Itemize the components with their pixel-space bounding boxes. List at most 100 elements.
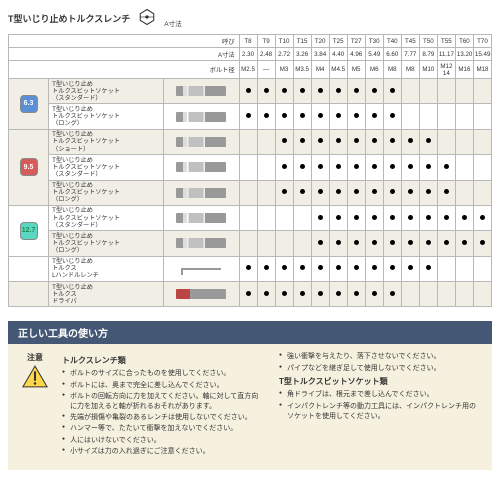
dot-icon — [372, 291, 377, 296]
dot-icon — [480, 215, 485, 220]
header-cell: 3.84 — [311, 48, 329, 61]
header-cell: T60 — [455, 35, 473, 48]
product-name: T型いじり止めトルクスLハンドルレンチ — [49, 256, 164, 281]
availability-cell — [419, 129, 437, 154]
header-cell: M3 — [275, 61, 293, 79]
dot-icon — [318, 240, 323, 245]
dot-icon — [462, 215, 467, 220]
availability-cell — [257, 155, 275, 180]
dot-icon — [390, 291, 395, 296]
header-cell: M2.5 — [239, 61, 257, 79]
usage-item: インパクトレンチ等の動力工具には、インパクトレンチ用のソケットを使用してください… — [279, 402, 482, 422]
page-title: T型いじり止めトルクスレンチ — [8, 12, 130, 25]
availability-cell — [473, 231, 491, 256]
availability-cell — [275, 180, 293, 205]
dot-icon — [282, 164, 287, 169]
dot-icon — [336, 164, 341, 169]
header-row-label: ボルト径 — [9, 61, 240, 79]
dot-icon — [336, 291, 341, 296]
availability-cell — [347, 129, 365, 154]
product-name: T型いじり止めトルクスドライバ — [49, 282, 164, 307]
availability-cell — [257, 231, 275, 256]
availability-cell — [401, 104, 419, 129]
availability-cell — [473, 79, 491, 104]
availability-cell — [311, 180, 329, 205]
dot-icon — [354, 215, 359, 220]
header-cell: T30 — [365, 35, 383, 48]
availability-cell — [419, 79, 437, 104]
dot-icon — [336, 215, 341, 220]
header-cell: 3.26 — [293, 48, 311, 61]
product-name: T型いじり止めトルクスビットソケット（ロング） — [49, 231, 164, 256]
availability-cell — [473, 104, 491, 129]
availability-cell — [383, 180, 401, 205]
spec-table: 呼びT8T9T10T15T20T25T27T30T40T45T50T55T60T… — [8, 34, 492, 307]
dot-icon — [318, 88, 323, 93]
dot-icon — [264, 265, 269, 270]
header-cell: 2.48 — [257, 48, 275, 61]
dot-icon — [282, 113, 287, 118]
availability-cell — [383, 104, 401, 129]
availability-cell — [383, 231, 401, 256]
availability-cell — [365, 104, 383, 129]
availability-cell — [419, 231, 437, 256]
tool-image — [176, 188, 226, 198]
dot-icon — [372, 138, 377, 143]
table-row: 9.5T型いじり止めトルクスビットソケット（ショート） — [9, 129, 492, 154]
dot-icon — [300, 138, 305, 143]
availability-cell — [437, 155, 455, 180]
header-cell: M16 — [455, 61, 473, 79]
availability-cell — [401, 155, 419, 180]
availability-cell — [419, 205, 437, 230]
dot-icon — [318, 113, 323, 118]
table-row: T型いじり止めトルクスLハンドルレンチ — [9, 256, 492, 281]
dot-icon — [318, 164, 323, 169]
header-row-label: 呼び — [9, 35, 240, 48]
availability-cell — [401, 180, 419, 205]
availability-cell — [239, 104, 257, 129]
dot-icon — [444, 215, 449, 220]
dot-icon — [300, 189, 305, 194]
availability-cell — [239, 155, 257, 180]
availability-cell — [473, 155, 491, 180]
dot-icon — [390, 265, 395, 270]
availability-cell — [437, 231, 455, 256]
usage-panel: 注意 トルクスレンチ類 ボルトのサイズに合ったものを使用してください。ボルトには… — [8, 344, 492, 470]
dot-icon — [408, 240, 413, 245]
availability-cell — [365, 155, 383, 180]
availability-cell — [473, 205, 491, 230]
header-cell: M8 — [401, 61, 419, 79]
availability-cell — [365, 79, 383, 104]
dot-icon — [354, 113, 359, 118]
dot-icon — [282, 189, 287, 194]
tool-image — [176, 112, 226, 122]
availability-cell — [239, 180, 257, 205]
header-cell: M12 14 — [437, 61, 455, 79]
table-head: 呼びT8T9T10T15T20T25T27T30T40T45T50T55T60T… — [9, 35, 492, 79]
usage-item: 強い衝撃を与えたり、落下させないでください。 — [279, 352, 482, 362]
header-cell: T55 — [437, 35, 455, 48]
table-row: T型いじり止めトルクスビットソケット（スタンダード） — [9, 155, 492, 180]
header-cell: M3.5 — [293, 61, 311, 79]
header-cell: T40 — [383, 35, 401, 48]
dot-icon — [354, 189, 359, 194]
dot-icon — [390, 113, 395, 118]
availability-cell — [293, 79, 311, 104]
dot-icon — [318, 138, 323, 143]
table-row: T型いじり止めトルクスドライバ — [9, 282, 492, 307]
availability-cell — [419, 282, 437, 307]
availability-cell — [257, 104, 275, 129]
dot-icon — [336, 88, 341, 93]
availability-cell — [437, 282, 455, 307]
dot-icon — [246, 113, 251, 118]
dot-icon — [462, 240, 467, 245]
dot-icon — [390, 215, 395, 220]
header-cell: M10 — [419, 61, 437, 79]
availability-cell — [311, 205, 329, 230]
usage-item: ボルトの回転方向に力を加えてください。軸に対して直方向に力を加えると軸が折れるお… — [62, 392, 265, 412]
dot-icon — [408, 138, 413, 143]
warning-block: 注意 — [18, 352, 52, 388]
availability-cell — [401, 282, 419, 307]
header-cell: 6.60 — [383, 48, 401, 61]
header-cell: 2.72 — [275, 48, 293, 61]
